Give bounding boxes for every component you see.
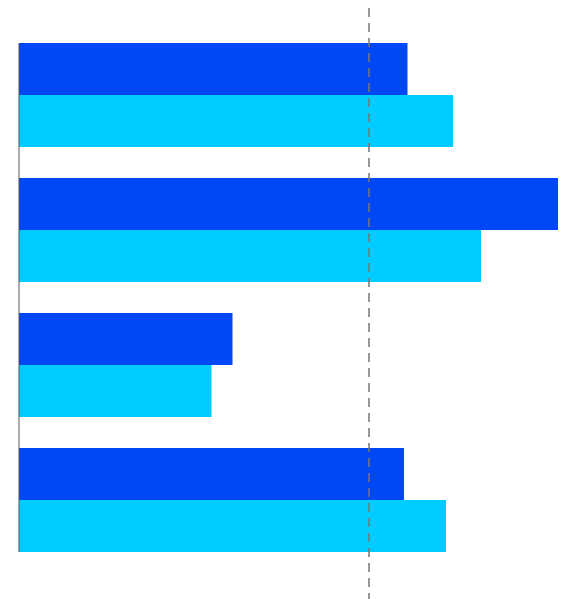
- bar: [19, 313, 233, 365]
- bar: [19, 43, 408, 95]
- bar: [19, 95, 453, 147]
- bar: [19, 500, 446, 552]
- bar: [19, 365, 212, 417]
- bar: [19, 448, 404, 500]
- bar: [19, 178, 558, 230]
- bar: [19, 230, 481, 282]
